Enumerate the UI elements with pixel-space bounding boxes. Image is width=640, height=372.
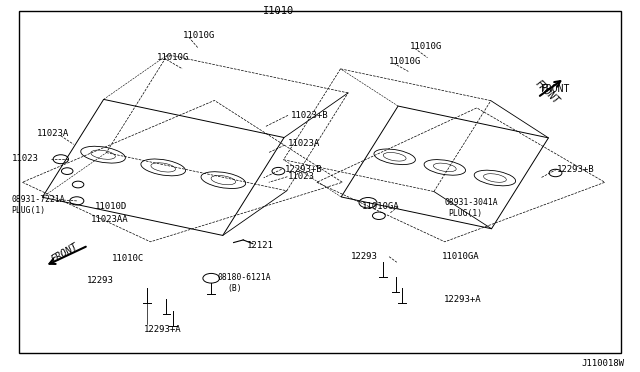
Text: FRONT: FRONT	[541, 84, 570, 94]
Text: 12293+A: 12293+A	[444, 295, 481, 304]
Text: 12293: 12293	[87, 276, 114, 285]
Text: 12293: 12293	[351, 252, 378, 261]
Text: 08931-7221A: 08931-7221A	[12, 195, 65, 203]
Text: 12293+B: 12293+B	[557, 165, 595, 174]
Text: 11010D: 11010D	[95, 202, 127, 211]
Text: 11010GA: 11010GA	[362, 202, 399, 211]
Text: 08180-6121A: 08180-6121A	[218, 273, 271, 282]
Text: I1010: I1010	[263, 6, 294, 16]
Text: (B): (B)	[227, 284, 242, 293]
Text: 11010G: 11010G	[410, 42, 442, 51]
Text: 11023: 11023	[287, 172, 314, 181]
Text: 11023: 11023	[12, 154, 38, 163]
Text: PLUG(1): PLUG(1)	[448, 209, 482, 218]
Text: 08931-3041A: 08931-3041A	[445, 198, 499, 207]
Text: 11023+B: 11023+B	[291, 111, 329, 120]
Text: J110018W: J110018W	[581, 359, 624, 368]
Text: FRONT: FRONT	[50, 241, 81, 264]
Text: 11010G: 11010G	[389, 57, 421, 66]
Text: FRONT: FRONT	[533, 78, 561, 106]
Text: 11023AA: 11023AA	[91, 215, 129, 224]
Text: 11010GA: 11010GA	[442, 252, 479, 261]
Text: 11023A: 11023A	[36, 129, 68, 138]
Text: PLUG(1): PLUG(1)	[12, 206, 45, 215]
Text: 11023A: 11023A	[288, 139, 320, 148]
Text: 12293+B: 12293+B	[285, 165, 323, 174]
Text: 11010C: 11010C	[112, 254, 144, 263]
Text: 12293+A: 12293+A	[144, 325, 182, 334]
Text: 12121: 12121	[246, 241, 273, 250]
Text: 11010G: 11010G	[157, 53, 189, 62]
Text: 11010G: 11010G	[182, 31, 214, 40]
